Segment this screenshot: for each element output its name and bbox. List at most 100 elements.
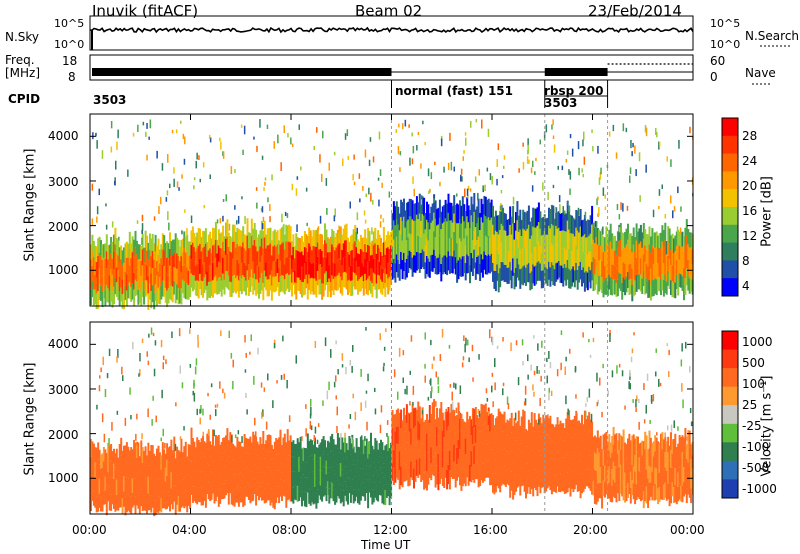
power-band-1-cell: [260, 238, 263, 256]
power-band-5-cell: [606, 237, 609, 252]
velocity-band-0-cell: [187, 444, 190, 460]
power-band-0-cell: [131, 252, 134, 268]
power-band-2-scatter: [355, 231, 357, 241]
velocity-band-5-cell: [670, 432, 672, 450]
power-band-4-cell: [565, 267, 568, 286]
power-band-0-scatter: [137, 124, 139, 132]
power-band-1-cell: [235, 262, 237, 279]
velocity-band-0-cell: [161, 458, 164, 476]
power-band-3-cell: [454, 205, 457, 223]
velocity-band-4-cell: [536, 477, 539, 497]
velocity-colorbar-swatch: [722, 423, 738, 443]
power-band-1-cell: [213, 228, 216, 245]
power-band-2-cell: [328, 239, 331, 253]
power-band-3-cell: [430, 206, 433, 223]
velocity-band-4-cell: [583, 410, 586, 431]
velocity-band-3-cell: [443, 471, 446, 488]
power-band-0-cell: [130, 258, 133, 273]
velocity-band-5-cell: [687, 430, 690, 447]
velocity-band-4-cell: [510, 432, 513, 452]
velocity-band-2-cell: [299, 436, 302, 452]
velocity-ytick-1000: 1000: [48, 471, 79, 485]
power-band-1-cell: [213, 244, 216, 261]
velocity-band-5-cell: [622, 447, 625, 465]
power-band-1-scatter: [195, 160, 197, 169]
power-band-4-cell: [578, 265, 581, 283]
power-band-1-cell: [262, 248, 265, 266]
velocity-band-1-cell: [259, 482, 262, 498]
power-band-4-cell: [513, 223, 516, 240]
velocity-band-2-scatter: [383, 346, 386, 351]
power-band-5-cell: [599, 275, 602, 290]
power-colorbar-tick: 4: [742, 279, 750, 294]
velocity-band-3-cell: [489, 414, 492, 432]
power-band-5-cell: [632, 279, 635, 297]
power-band-1-cell: [242, 226, 245, 243]
power-band-5-scatter: [625, 127, 628, 133]
velocity-band-1-cell: [239, 441, 242, 457]
power-band-3-cell: [481, 222, 484, 241]
power-band-4-cell: [543, 247, 546, 264]
velocity-band-1-scatter: [195, 358, 198, 366]
velocity-band-0-cell: [156, 448, 158, 465]
power-band-4-cell: [512, 258, 515, 276]
power-band-1-cell: [255, 229, 258, 247]
velocity-band-5-cell: [609, 487, 612, 502]
power-band-2-cell: [319, 264, 322, 280]
velocity-band-1-cell: [289, 451, 292, 469]
power-band-0-cell: [187, 241, 190, 256]
power-band-3-cell: [398, 264, 401, 281]
velocity-band-5-cell: [619, 449, 622, 465]
velocity-band-5-scatter: [609, 333, 611, 342]
velocity-band-5-cell: [619, 479, 622, 494]
power-band-3-cell: [446, 257, 449, 276]
power-band-2-cell: [311, 264, 314, 278]
power-band-5-cell: [670, 235, 672, 251]
power-band-5-cell: [660, 263, 662, 280]
velocity-band-2-scatter: [330, 349, 332, 358]
power-band-1-cell: [243, 262, 246, 278]
power-band-4-cell: [512, 223, 515, 241]
power-band-2-cell: [351, 265, 354, 281]
velocity-band-2-cell: [326, 467, 329, 482]
velocity-band-3-cell: [433, 456, 436, 476]
power-band-3-cell: [421, 196, 424, 215]
velocity-band-1-cell: [269, 488, 272, 506]
power-band-2-cell: [336, 260, 339, 276]
velocity-band-2-cell: [384, 490, 387, 505]
velocity-band-3-cell: [460, 471, 463, 491]
power-band-2-scatter: [379, 169, 382, 176]
power-band-0-cell: [124, 257, 127, 272]
velocity-band-1-cell: [204, 458, 207, 476]
power-band-0-cell: [176, 237, 179, 254]
power-band-4-scatter: [500, 190, 503, 194]
velocity-band-5-cell: [662, 454, 665, 470]
power-band-2-scatter: [356, 212, 359, 221]
velocity-band-2-cell: [375, 455, 378, 471]
power-band-1-cell: [204, 228, 207, 244]
velocity-band-3-cell: [480, 423, 483, 443]
power-band-2-scatter: [379, 221, 382, 228]
velocity-band-2-cell: [361, 468, 364, 483]
power-band-1-cell: [272, 231, 275, 247]
velocity-band-2-cell: [293, 444, 296, 458]
velocity-band-4-cell: [571, 420, 573, 438]
power-band-0-scatter: [156, 150, 158, 159]
velocity-band-2-cell: [306, 462, 309, 478]
power-band-0-scatter: [132, 132, 135, 137]
power-band-0-scatter: [141, 223, 144, 231]
velocity-band-3-cell: [437, 453, 440, 472]
power-band-3-scatter: [411, 158, 414, 165]
velocity-band-1-cell: [232, 443, 235, 460]
velocity-band-0-cell: [135, 442, 138, 458]
velocity-band-2-cell: [301, 463, 303, 478]
power-band-4-cell: [549, 228, 552, 248]
power-band-5-cell: [683, 252, 685, 269]
velocity-band-0-scatter: [136, 413, 138, 420]
power-band-4-cell: [546, 217, 549, 235]
velocity-band-2-cell: [298, 442, 301, 457]
power-band-0-cell: [125, 241, 128, 258]
power-band-5-scatter: [604, 194, 606, 199]
power-band-0-cell: [144, 247, 147, 264]
power-band-1-cell: [227, 232, 230, 247]
